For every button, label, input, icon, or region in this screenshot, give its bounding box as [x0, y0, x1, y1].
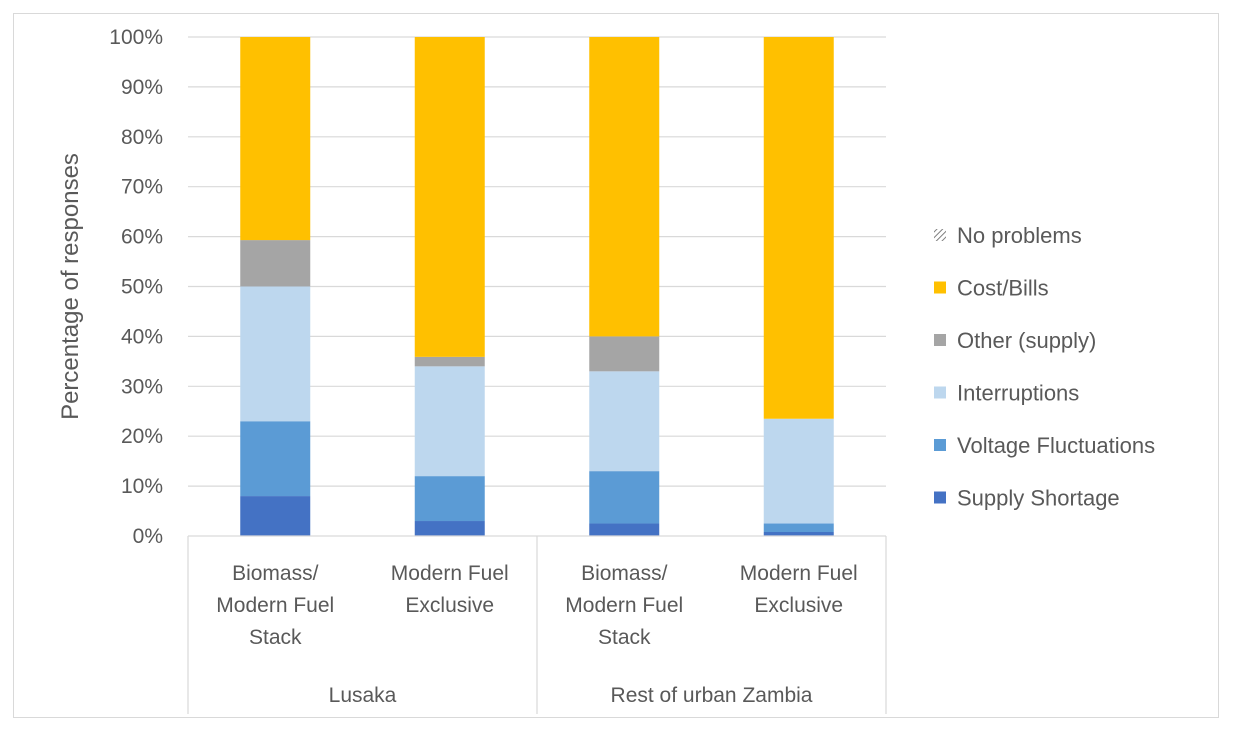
- bar-segment-cost-bills: [240, 37, 311, 241]
- y-tick-label: 90%: [121, 76, 163, 99]
- y-tick-label: 100%: [109, 26, 163, 49]
- legend-swatch: [934, 439, 946, 451]
- bar-segment-voltage-fluctuations: [240, 421, 311, 497]
- category-label: Modern Fuel: [216, 594, 334, 617]
- category-label: Exclusive: [405, 594, 494, 617]
- legend-label: Voltage Fluctuations: [957, 433, 1155, 458]
- bar-segment-cost-bills: [414, 37, 485, 357]
- y-tick-label: 70%: [121, 176, 163, 199]
- legend-label: Cost/Bills: [957, 276, 1049, 301]
- bar-segment-supply-shortage: [414, 521, 485, 536]
- category-label: Modern Fuel: [740, 562, 858, 585]
- category-label: Modern Fuel: [565, 594, 683, 617]
- y-tick-label: 80%: [121, 126, 163, 149]
- bar-segment-other-supply: [414, 356, 485, 367]
- y-tick-label: 50%: [121, 276, 163, 299]
- bar-segment-other-supply: [589, 336, 660, 372]
- group-label: Rest of urban Zambia: [611, 684, 813, 707]
- bar-segment-interruptions: [414, 366, 485, 477]
- y-tick-label: 30%: [121, 375, 163, 398]
- legend-label: Supply Shortage: [957, 486, 1120, 511]
- y-axis-title: Percentage of responses: [57, 153, 84, 420]
- chart-frame: [13, 13, 1219, 718]
- category-label: Biomass/: [581, 562, 668, 585]
- legend-swatch: [934, 334, 946, 346]
- legend-swatch: [934, 491, 946, 504]
- bar-segment-supply-shortage: [240, 496, 311, 536]
- bar-segment-interruptions: [763, 418, 834, 524]
- bar-segment-voltage-fluctuations: [414, 476, 485, 522]
- bar-segment-supply-shortage: [589, 523, 660, 536]
- y-tick-label: 20%: [121, 425, 163, 448]
- legend-swatch: [934, 386, 946, 399]
- category-label: Stack: [598, 626, 651, 649]
- category-label: Stack: [249, 626, 302, 649]
- category-label: Biomass/: [232, 562, 319, 585]
- legend-label: Other (supply): [957, 328, 1096, 353]
- bar-segment-cost-bills: [763, 37, 834, 419]
- bar-segment-voltage-fluctuations: [589, 471, 660, 524]
- bar-segment-interruptions: [240, 286, 311, 422]
- category-label: Modern Fuel: [391, 562, 509, 585]
- bar-segment-supply-shortage: [763, 532, 834, 536]
- legend-label: No problems: [957, 223, 1082, 248]
- bar-segment-other-supply: [240, 240, 311, 287]
- y-tick-label: 0%: [133, 525, 163, 548]
- y-tick-label: 60%: [121, 226, 163, 249]
- y-tick-label: 10%: [121, 475, 163, 498]
- y-tick-label: 40%: [121, 325, 163, 348]
- category-label: Exclusive: [754, 594, 843, 617]
- legend-swatch: [934, 281, 946, 294]
- group-label: Lusaka: [329, 684, 397, 707]
- legend-label: Interruptions: [957, 381, 1079, 406]
- bar-segment-interruptions: [589, 371, 660, 472]
- legend-swatch: [934, 229, 946, 241]
- bar-segment-cost-bills: [589, 37, 660, 337]
- bar-segment-voltage-fluctuations: [763, 523, 834, 533]
